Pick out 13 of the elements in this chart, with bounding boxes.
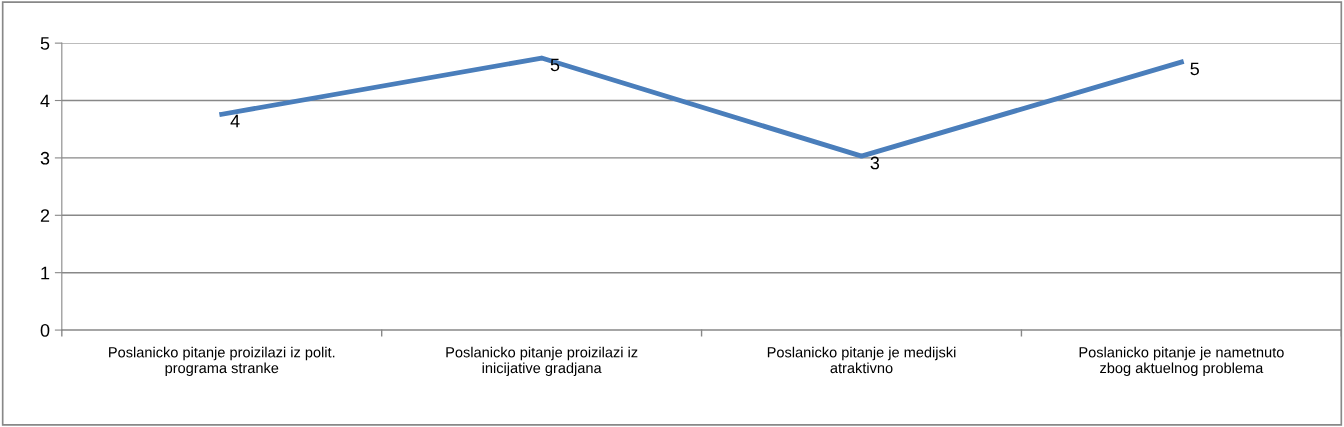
y-tick-label: 1	[41, 266, 50, 280]
data-label: 4	[230, 114, 240, 128]
x-tick-label: Poslanicko pitanje proizilazi iz inicijative gradjana	[446, 346, 638, 377]
x-tick-label: Poslanicko pitanje je medijski atraktivno	[767, 346, 956, 374]
y-tick-label: 3	[40, 151, 50, 165]
x-tick-label: Poslanicko pitanje je nametnuto zbog aktuelnog problema	[1079, 346, 1284, 377]
x-tick-label: Poslanicko pitanje proizilazi iz polit. programa stranke	[109, 346, 335, 377]
y-tick-label: 0	[40, 324, 50, 337]
data-label: 5	[1190, 62, 1199, 76]
y-tick-label: 4	[40, 94, 50, 108]
y-tick-label: 2	[40, 209, 50, 222]
y-tick-label: 5	[40, 37, 50, 50]
data-label: 3	[870, 156, 880, 170]
